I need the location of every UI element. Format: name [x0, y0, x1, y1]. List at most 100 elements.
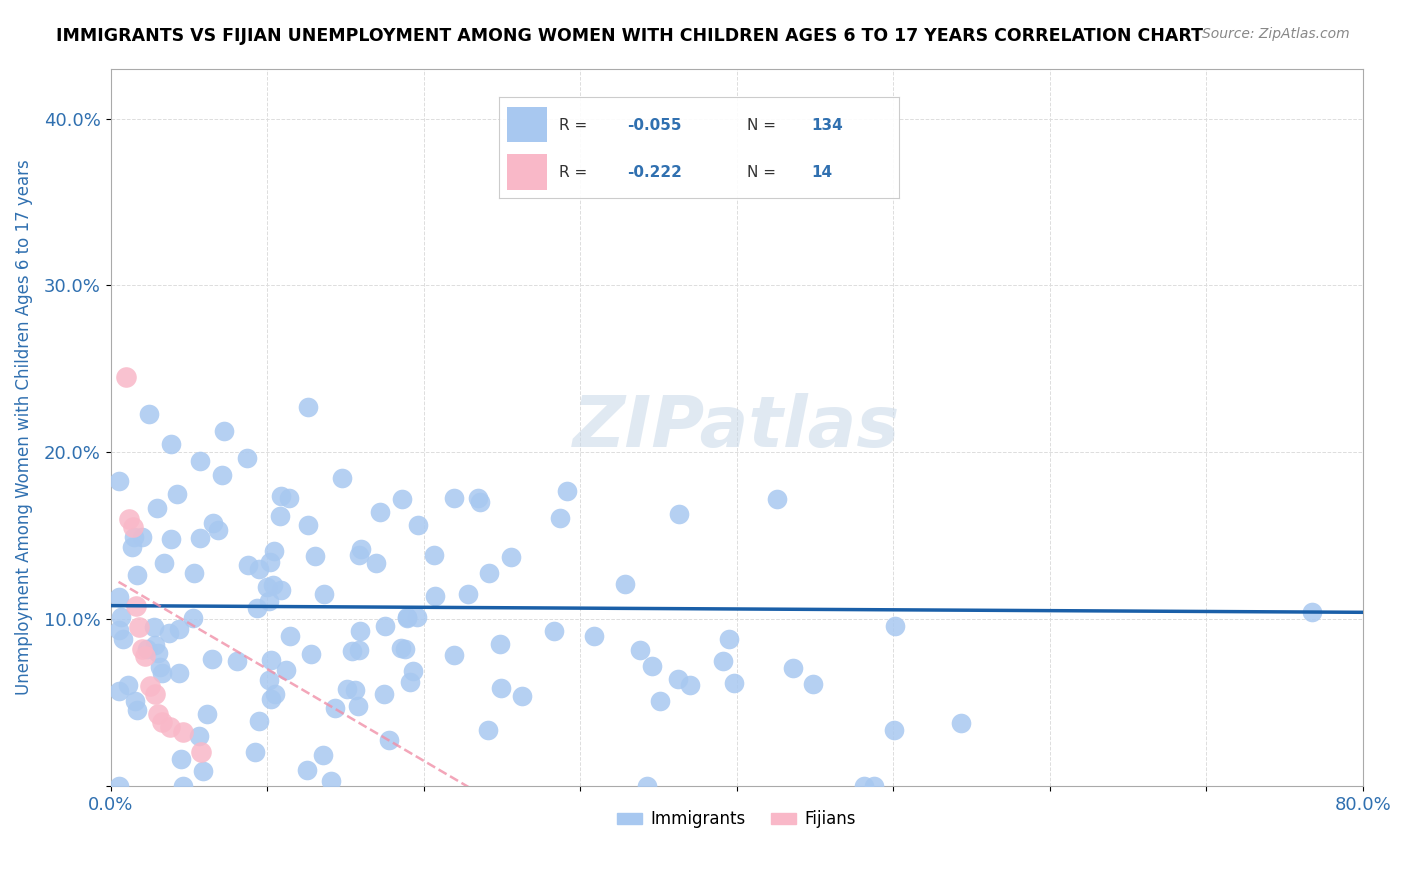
- Immigrants: [668, 507, 690, 521]
- Fijians: [121, 520, 143, 534]
- Immigrants: [346, 699, 368, 714]
- Immigrants: [323, 701, 346, 715]
- Immigrants: [107, 590, 129, 604]
- Immigrants: [394, 642, 416, 657]
- Immigrants: [107, 683, 129, 698]
- Legend: Immigrants, Fijians: Immigrants, Fijians: [610, 804, 862, 835]
- Immigrants: [510, 689, 533, 703]
- Immigrants: [167, 665, 190, 680]
- Immigrants: [153, 556, 176, 570]
- Immigrants: [214, 424, 236, 438]
- Immigrants: [270, 582, 292, 597]
- Immigrants: [188, 454, 211, 468]
- Immigrants: [157, 625, 180, 640]
- Immigrants: [582, 629, 605, 643]
- Immigrants: [145, 501, 167, 516]
- Immigrants: [423, 548, 446, 562]
- Immigrants: [803, 677, 825, 691]
- Immigrants: [312, 748, 335, 763]
- Immigrants: [395, 610, 418, 624]
- Immigrants: [107, 475, 129, 489]
- Immigrants: [391, 491, 413, 506]
- Immigrants: [262, 578, 284, 592]
- Immigrants: [260, 653, 283, 667]
- Immigrants: [489, 681, 512, 696]
- Immigrants: [368, 505, 391, 519]
- Immigrants: [172, 779, 194, 793]
- Immigrants: [405, 610, 427, 624]
- Immigrants: [297, 400, 319, 414]
- Immigrants: [159, 437, 181, 451]
- Immigrants: [723, 676, 745, 690]
- Immigrants: [396, 609, 419, 624]
- Immigrants: [243, 745, 266, 759]
- Immigrants: [1301, 605, 1323, 619]
- Fijians: [118, 512, 141, 526]
- Immigrants: [270, 489, 292, 503]
- Y-axis label: Unemployment Among Women with Children Ages 6 to 17 years: Unemployment Among Women with Children A…: [15, 160, 32, 695]
- Immigrants: [170, 752, 193, 766]
- Immigrants: [863, 779, 886, 793]
- Immigrants: [110, 609, 132, 624]
- Immigrants: [277, 491, 299, 505]
- Immigrants: [344, 683, 367, 698]
- Immigrants: [124, 694, 146, 708]
- Immigrants: [207, 523, 229, 537]
- Immigrants: [127, 703, 149, 717]
- Immigrants: [297, 518, 319, 533]
- Immigrants: [399, 674, 422, 689]
- Immigrants: [264, 687, 287, 701]
- Immigrants: [321, 774, 343, 789]
- Text: IMMIGRANTS VS FIJIAN UNEMPLOYMENT AMONG WOMEN WITH CHILDREN AGES 6 TO 17 YEARS C: IMMIGRANTS VS FIJIAN UNEMPLOYMENT AMONG …: [56, 27, 1204, 45]
- Immigrants: [193, 764, 215, 779]
- Immigrants: [235, 451, 257, 466]
- Immigrants: [259, 556, 281, 570]
- Immigrants: [131, 530, 153, 544]
- Immigrants: [202, 516, 225, 530]
- Immigrants: [312, 587, 335, 601]
- Immigrants: [666, 673, 689, 687]
- Immigrants: [167, 622, 190, 636]
- Immigrants: [884, 619, 907, 633]
- Immigrants: [640, 659, 662, 673]
- Immigrants: [211, 467, 233, 482]
- Fijians: [115, 370, 138, 384]
- Immigrants: [183, 566, 205, 581]
- Fijians: [146, 707, 169, 722]
- Immigrants: [373, 687, 395, 701]
- Immigrants: [124, 530, 146, 544]
- Fijians: [190, 746, 212, 760]
- Immigrants: [883, 723, 905, 737]
- Immigrants: [260, 691, 283, 706]
- Immigrants: [299, 647, 322, 661]
- Immigrants: [121, 541, 143, 555]
- Immigrants: [257, 673, 280, 688]
- Immigrants: [188, 531, 211, 545]
- Immigrants: [304, 549, 326, 563]
- Immigrants: [256, 580, 278, 594]
- Immigrants: [349, 624, 371, 638]
- Immigrants: [949, 715, 972, 730]
- Immigrants: [614, 577, 637, 591]
- Immigrants: [648, 694, 671, 708]
- Immigrants: [543, 624, 565, 639]
- Immigrants: [127, 568, 149, 582]
- Fijians: [128, 620, 150, 634]
- Immigrants: [181, 611, 204, 625]
- Immigrants: [443, 491, 465, 505]
- Immigrants: [423, 589, 446, 603]
- Immigrants: [117, 678, 139, 692]
- Immigrants: [628, 643, 651, 657]
- Immigrants: [135, 642, 157, 657]
- Immigrants: [378, 732, 401, 747]
- Immigrants: [406, 517, 429, 532]
- Immigrants: [247, 714, 270, 728]
- Immigrants: [225, 654, 247, 668]
- Immigrants: [347, 549, 370, 563]
- Immigrants: [274, 663, 297, 677]
- Immigrants: [340, 644, 363, 658]
- Immigrants: [374, 619, 396, 633]
- Immigrants: [349, 643, 371, 657]
- Fijians: [150, 715, 173, 730]
- Immigrants: [278, 630, 301, 644]
